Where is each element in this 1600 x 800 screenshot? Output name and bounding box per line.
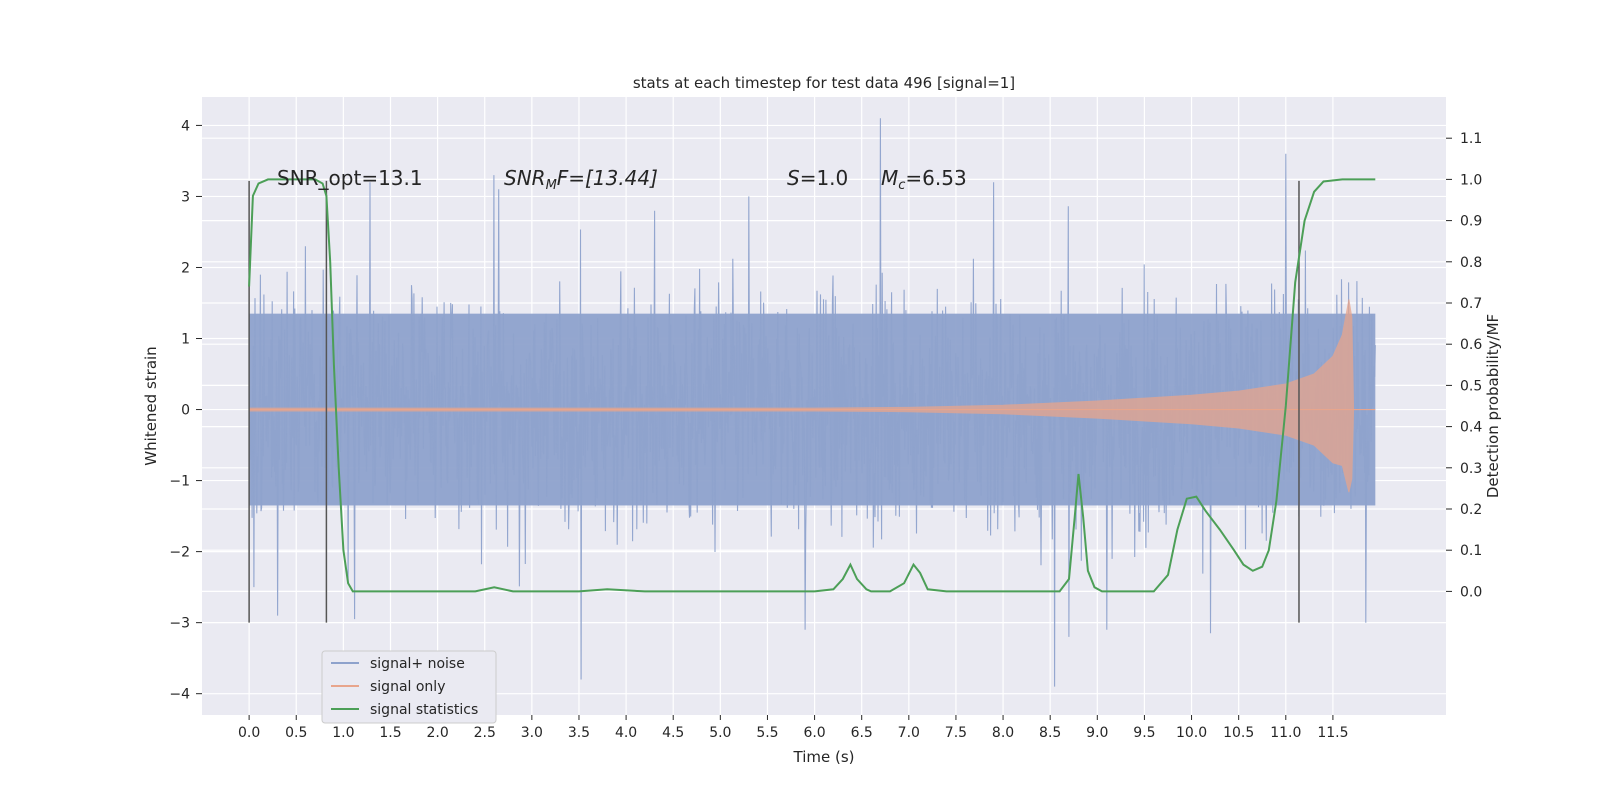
y-tick-label-2: −2 <box>169 545 190 561</box>
y2-axis-label: Detection probability/MF <box>1484 314 1502 498</box>
annotation-snr-mf: SNRMF=[13.44] <box>504 166 658 193</box>
x-tick-label-19: 9.5 <box>1133 725 1155 741</box>
x-tick-label-6: 3.0 <box>521 725 543 741</box>
x-tick-label-9: 4.5 <box>662 725 684 741</box>
signal-statistics-line <box>248 178 1376 593</box>
x-tick-label-3: 1.5 <box>379 725 401 741</box>
signal-statistics-series <box>248 178 1376 593</box>
signal-envelope <box>248 299 1355 493</box>
signal-only-series <box>248 299 1376 493</box>
x-tick-label-2: 1.0 <box>332 725 354 741</box>
y2-tick-label-11: 1.1 <box>1460 131 1482 147</box>
y-tick-label-8: 4 <box>181 118 190 134</box>
y-tick-label-7: 3 <box>181 189 190 205</box>
x-tick-label-12: 6.0 <box>803 725 825 741</box>
x-tick-label-15: 7.5 <box>945 725 967 741</box>
x-tick-label-23: 11.5 <box>1317 725 1348 741</box>
x-tick-label-4: 2.0 <box>426 725 448 741</box>
y2-tick-label-7: 0.7 <box>1460 296 1482 312</box>
x-tick-label-14: 7.0 <box>898 725 920 741</box>
y-axis-label: Whitened strain <box>142 346 160 465</box>
x-tick-label-11: 5.5 <box>756 725 778 741</box>
y2-tick-label-3: 0.3 <box>1460 461 1482 477</box>
noise-line <box>248 118 1376 687</box>
x-tick-label-5: 2.5 <box>474 725 496 741</box>
x-tick-label-22: 11.0 <box>1270 725 1301 741</box>
legend-label-noise: signal+ noise <box>370 656 465 672</box>
y-tick-label-3: −1 <box>169 474 190 490</box>
legend-label-stats: signal statistics <box>370 702 478 718</box>
y2-tick-label-2: 0.2 <box>1460 502 1482 518</box>
x-tick-label-0: 0.0 <box>238 725 260 741</box>
y-tick-label-1: −3 <box>169 616 190 632</box>
x-tick-label-18: 9.0 <box>1086 725 1108 741</box>
y-tick-label-0: −4 <box>169 687 190 703</box>
y2-tick-label-9: 0.9 <box>1460 214 1482 230</box>
x-tick-label-20: 10.0 <box>1176 725 1207 741</box>
legend-label-signal: signal only <box>370 679 445 695</box>
y2-axis-ticks: 0.0 0.1 0.2 0.3 0.4 0.5 0.6 0.7 0.8 0.9 1.0 1.1 <box>1446 131 1482 600</box>
x-tick-label-17: 8.5 <box>1039 725 1061 741</box>
x-tick-label-10: 5.0 <box>709 725 731 741</box>
x-tick-label-1: 0.5 <box>285 725 307 741</box>
y2-tick-label-4: 0.4 <box>1460 420 1482 436</box>
x-tick-label-7: 3.5 <box>568 725 590 741</box>
annotation-snr-opt: SNR_opt=13.1 <box>277 166 423 190</box>
legend-box <box>321 650 497 724</box>
x-tick-label-21: 10.5 <box>1223 725 1254 741</box>
y-tick-label-4: 0 <box>181 403 190 419</box>
y2-tick-label-0: 0.0 <box>1460 584 1482 600</box>
chart-title: stats at each timestep for test data 496… <box>633 74 1015 92</box>
y2-tick-label-10: 1.0 <box>1460 172 1482 188</box>
annotation-mc: Mc=6.53 <box>881 166 967 193</box>
annotation-s: S=1.0 <box>787 166 848 190</box>
y2-tick-label-8: 0.8 <box>1460 255 1482 271</box>
x-axis-label: Time (s) <box>793 748 855 766</box>
y2-tick-label-6: 0.6 <box>1460 337 1482 353</box>
x-tick-label-8: 4.0 <box>615 725 637 741</box>
x-axis-ticks: 0.0 0.5 1.0 1.5 2.0 2.5 3.0 3.5 4.0 4.5 5.0 5.5 6.0 6… <box>238 715 1348 741</box>
legend: signal+ noise signal only signal statist… <box>321 650 497 724</box>
y2-tick-label-1: 0.1 <box>1460 543 1482 559</box>
x-tick-label-13: 6.5 <box>851 725 873 741</box>
y2-tick-label-5: 0.5 <box>1460 378 1482 394</box>
y-tick-label-6: 2 <box>181 260 190 276</box>
y-axis-ticks: −4 −3 −2 −1 0 1 2 3 4 <box>169 118 202 703</box>
y-tick-label-5: 1 <box>181 332 190 348</box>
x-tick-label-16: 8.0 <box>992 725 1014 741</box>
